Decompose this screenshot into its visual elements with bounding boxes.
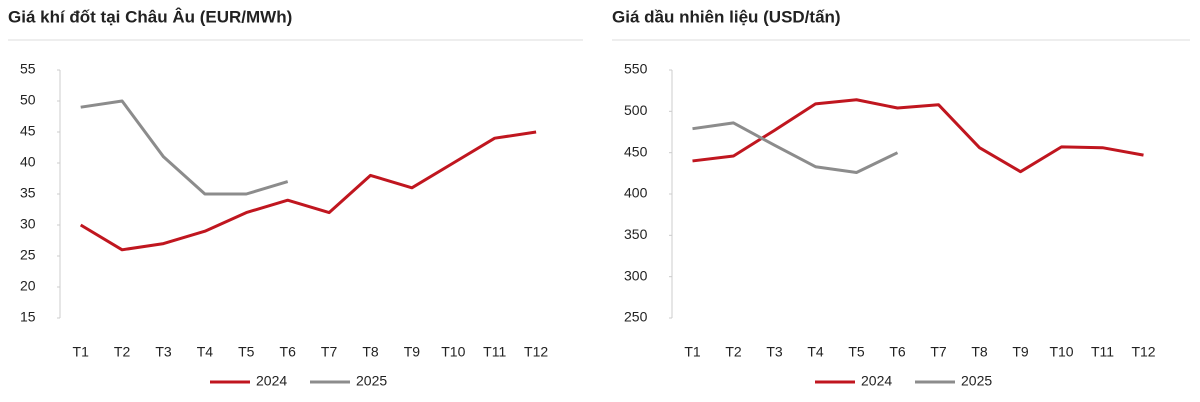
y-tick-label: 15	[20, 309, 36, 325]
line-series	[80, 99, 289, 196]
chart-title: Giá khí đốt tại Châu Âu (EUR/MWh)	[8, 7, 292, 26]
line-series	[692, 98, 1144, 174]
x-tick-label: T4	[807, 344, 824, 360]
x-tick-label: T1	[684, 344, 701, 360]
legend-label: 2024	[861, 373, 892, 389]
legend-label: 2025	[356, 373, 387, 389]
x-tick-label: T5	[848, 344, 865, 360]
y-tick-label: 450	[624, 143, 648, 159]
x-tick-label: T10	[441, 344, 465, 360]
x-tick-label: T9	[1012, 344, 1029, 360]
x-tick-label: T12	[1131, 344, 1155, 360]
x-tick-label: T7	[930, 344, 947, 360]
y-tick-label: 550	[624, 61, 648, 77]
y-tick-label: 300	[624, 267, 648, 283]
x-tick-label: T2	[114, 344, 131, 360]
legend-label: 2025	[961, 373, 992, 389]
x-tick-label: T10	[1049, 344, 1073, 360]
y-tick-label: 30	[20, 216, 36, 232]
y-tick-label: 250	[624, 309, 648, 325]
x-tick-label: T3	[155, 344, 172, 360]
x-tick-label: T9	[404, 344, 421, 360]
x-tick-label: T11	[483, 344, 506, 360]
y-tick-label: 40	[20, 154, 36, 170]
x-tick-label: T8	[362, 344, 379, 360]
y-tick-label: 55	[20, 61, 36, 77]
x-tick-label: T6	[889, 344, 906, 360]
y-tick-label: 45	[20, 123, 36, 139]
x-tick-label: T8	[971, 344, 988, 360]
x-tick-label: T1	[73, 344, 90, 360]
legend-label: 2024	[256, 373, 287, 389]
y-tick-label: 20	[20, 278, 36, 294]
x-tick-label: T11	[1091, 344, 1114, 360]
x-tick-label: T3	[766, 344, 783, 360]
y-tick-label: 50	[20, 92, 36, 108]
x-tick-label: T12	[524, 344, 548, 360]
line-series	[692, 121, 899, 175]
line-series	[79, 130, 537, 252]
y-tick-label: 25	[20, 247, 36, 263]
chart-title: Giá dầu nhiên liệu (USD/tấn)	[612, 7, 841, 26]
x-tick-label: T5	[238, 344, 255, 360]
y-tick-label: 500	[624, 102, 648, 118]
x-tick-label: T2	[725, 344, 742, 360]
x-tick-label: T6	[280, 344, 297, 360]
x-tick-label: T7	[321, 344, 338, 360]
y-tick-label: 350	[624, 226, 648, 242]
x-tick-label: T4	[197, 344, 214, 360]
y-tick-label: 400	[624, 185, 648, 201]
y-tick-label: 35	[20, 185, 36, 201]
